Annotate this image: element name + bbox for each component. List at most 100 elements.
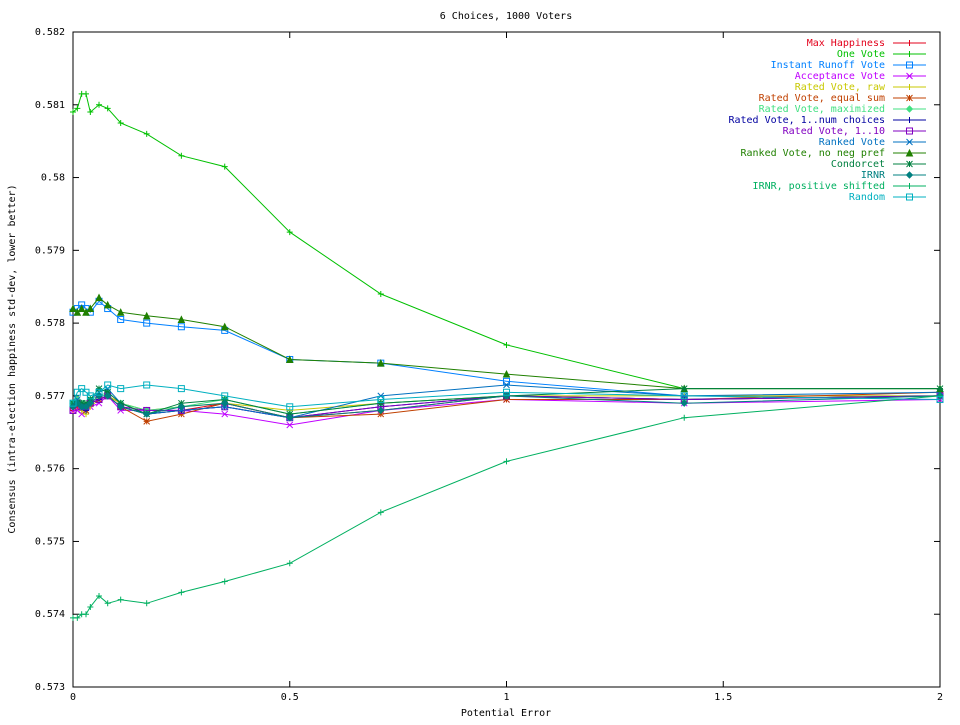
legend-label: IRNR (861, 170, 886, 181)
data-point (82, 308, 90, 316)
legend-label: Acceptance Vote (795, 71, 885, 82)
data-point (177, 315, 186, 323)
series-layer (69, 90, 944, 621)
data-point (142, 410, 151, 418)
data-point (83, 611, 90, 618)
data-point (73, 308, 82, 316)
data-point (377, 291, 384, 297)
data-point (87, 109, 94, 116)
legend-swatch-marker (905, 148, 914, 157)
data-point (82, 388, 90, 396)
legend-swatch-marker (906, 72, 913, 80)
legend-entry: Acceptance Vote (795, 71, 926, 82)
data-point (86, 392, 94, 400)
y-tick-label: 0.574 (35, 609, 65, 620)
legend-label: Instant Runoff Vote (771, 60, 885, 71)
series-13 (70, 392, 943, 621)
data-point (221, 578, 228, 585)
data-point (117, 596, 124, 603)
legend-entry: Rated Vote, raw (795, 82, 926, 93)
data-point (117, 119, 124, 126)
data-point (143, 418, 151, 425)
data-point (82, 403, 90, 411)
data-point (502, 369, 511, 378)
series-line (72, 384, 941, 408)
data-point (177, 323, 185, 331)
legend-entry: Rated Vote, 1..10 (783, 126, 926, 137)
data-point (95, 388, 103, 396)
data-point (96, 593, 103, 600)
x-axis-label: Potential Error (461, 708, 551, 719)
legend-entry: Max Happiness (807, 38, 926, 49)
data-point (116, 308, 125, 316)
legend-label: One Vote (837, 49, 885, 60)
data-point (86, 399, 95, 407)
legend-swatch-marker (906, 138, 913, 146)
y-tick-label: 0.579 (35, 245, 65, 256)
data-point (69, 304, 77, 313)
data-point (377, 392, 385, 400)
series-12 (69, 392, 944, 422)
data-point (143, 381, 151, 389)
legend-label: Max Happiness (807, 38, 885, 49)
data-point (377, 399, 385, 407)
legend-label: Condorcet (831, 159, 885, 170)
y-tick-label: 0.576 (35, 464, 65, 475)
data-point (70, 109, 76, 116)
legend-swatch-marker (906, 127, 913, 135)
data-point (117, 315, 125, 323)
data-point (936, 385, 944, 392)
data-point (178, 589, 185, 596)
data-point (96, 101, 103, 108)
data-point (503, 458, 510, 465)
data-point (220, 322, 229, 331)
legend-entry: IRNR, positive shifted (753, 181, 926, 192)
data-point (503, 388, 510, 396)
legend-swatch-marker (906, 84, 913, 90)
data-point (680, 399, 688, 407)
data-point (73, 388, 81, 396)
data-point (95, 293, 103, 302)
legend-entry: Condorcet (831, 159, 926, 170)
legend-swatch-marker (906, 51, 913, 57)
legend-label: Rated Vote, 1..num choices (728, 115, 885, 126)
data-point (286, 414, 294, 422)
y-tick-label: 0.581 (35, 100, 65, 111)
x-tick-label: 0 (70, 692, 76, 703)
data-point (503, 341, 510, 348)
data-point (69, 399, 77, 407)
legend-label: Rated Vote, maximized (759, 104, 885, 115)
y-tick-label: 0.578 (35, 318, 65, 329)
legend-label: Ranked Vote, no neg pref (741, 148, 886, 159)
legend-swatch-marker (905, 171, 914, 179)
legend-label: Ranked Vote (819, 137, 885, 148)
data-point (177, 403, 186, 411)
legend-entry: IRNR (861, 170, 926, 181)
data-point (83, 90, 90, 97)
data-point (286, 403, 294, 411)
legend-label: Rated Vote, raw (795, 82, 886, 93)
data-point (221, 399, 229, 407)
data-point (143, 600, 150, 607)
data-point (77, 304, 86, 313)
data-point (116, 403, 125, 411)
legend-entry: Instant Runoff Vote (771, 60, 926, 71)
data-point (178, 410, 185, 418)
data-point (286, 560, 293, 567)
legend-swatch-marker (906, 193, 913, 201)
data-point (74, 614, 81, 621)
legend-entry: Ranked Vote, no neg pref (741, 148, 926, 159)
data-point (95, 385, 103, 392)
data-point (285, 355, 294, 363)
data-point (377, 406, 385, 415)
legend-entry: Ranked Vote (819, 137, 926, 148)
data-point (87, 603, 94, 610)
legend-label: Random (849, 192, 885, 203)
data-point (286, 421, 294, 429)
data-point (103, 300, 112, 309)
data-point (74, 105, 81, 112)
data-point (117, 385, 125, 393)
data-point (143, 319, 151, 327)
